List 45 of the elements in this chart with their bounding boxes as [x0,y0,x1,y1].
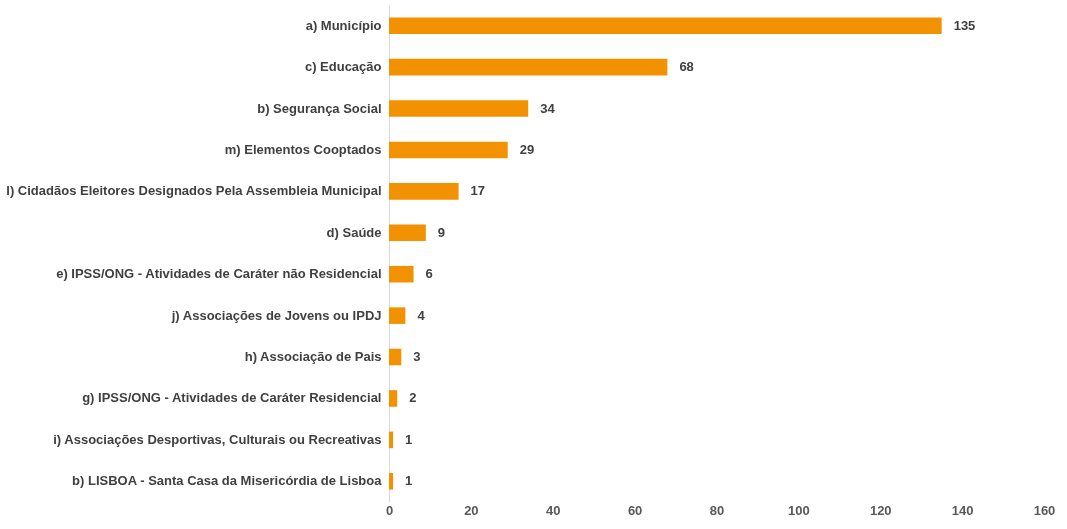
bar [389,265,414,283]
bar [389,58,668,76]
bar [389,17,942,34]
y-tick-label: c) Educação [304,59,382,75]
data-label: 17 [470,183,486,199]
bar [389,307,406,324]
bar [389,224,426,242]
data-label: 2 [409,390,417,406]
y-tick-label: g) IPSS/ONG - Atividades de Caráter Residencial [82,390,382,406]
bar [389,431,394,449]
data-label: 34 [540,100,556,116]
x-tick-label: 0 [385,502,394,518]
data-label: 4 [417,307,426,323]
x-tick-label: 60 [627,502,643,518]
bar [389,141,508,159]
y-tick-label: h) Associação de Pais [244,349,382,365]
y-tick-label: m) Elementos Cooptados [224,141,382,157]
data-label: 68 [679,59,694,75]
bar [389,183,459,200]
y-tick-label: e) IPSS/ONG - Atividades de Caráter não Residencial [56,266,382,282]
bar [389,390,398,407]
data-label: 1 [405,431,413,447]
y-tick-label: i) Associações Desportivas, Culturais ou Recreativas [53,431,382,447]
data-label: 29 [519,141,535,157]
y-tick-label: j) Associações de Jovens ou IPDJ [170,307,382,323]
y-tick-label: d) Saúde [326,224,382,240]
bar [389,348,402,366]
data-label: 6 [425,266,433,282]
bar [389,473,394,490]
data-label: 1 [405,473,413,489]
data-label: 3 [413,349,421,365]
x-tick-label: 160 [1033,502,1056,518]
x-tick-label: 120 [869,502,892,518]
x-tick-label: 20 [464,502,479,518]
x-tick-label: 40 [546,502,561,518]
y-tick-label: l) Cidadãos Eleitores Designados Pela Assembleia Municipal [6,183,382,199]
data-label: 9 [437,224,446,240]
x-tick-label: 80 [709,502,725,518]
x-tick-label: 100 [788,502,810,518]
y-tick-label: a) Município [305,17,382,33]
y-tick-label: b) Segurança Social [257,100,382,116]
data-label: 135 [953,17,976,33]
bar [389,100,529,117]
y-tick-label: b) LISBOA - Santa Casa da Misericórdia de Lisboa [72,473,383,489]
x-tick-label: 140 [951,502,974,518]
